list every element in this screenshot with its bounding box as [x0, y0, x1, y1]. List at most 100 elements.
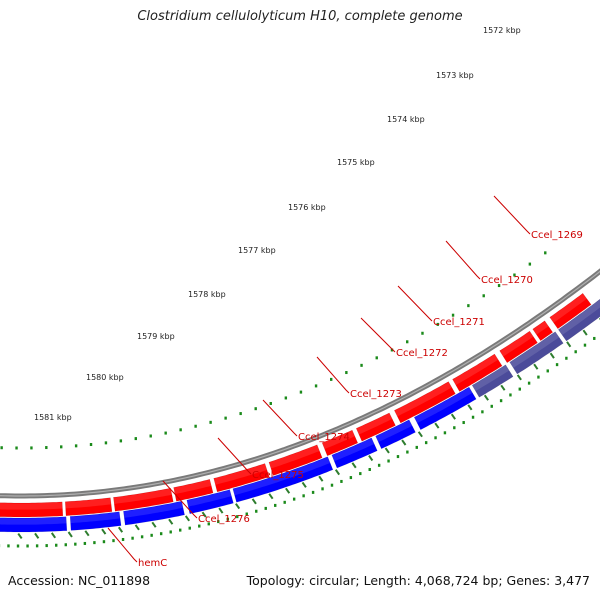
reverse-gene-shade [375, 420, 413, 443]
reverse-gene-shade [414, 387, 473, 424]
forward-gene-shade [499, 331, 534, 357]
reverse-gene-shade [331, 438, 375, 462]
reverse-strand-genes [0, 298, 600, 533]
tick-dot [89, 443, 93, 447]
tick-dot [311, 490, 315, 494]
forward-gene [499, 330, 538, 364]
gene-labels: Ccel_1269 Ccel_1270 Ccel_1271 Ccel_1272 Ccel… [138, 230, 583, 569]
reverse-gene [69, 511, 122, 531]
forward-strand-genes [0, 292, 592, 518]
reverse-gene-shade [509, 331, 560, 368]
gene-tick [134, 524, 140, 531]
gene-tick [384, 447, 390, 454]
tick-dot [546, 369, 549, 373]
tick-dot [7, 544, 10, 548]
tick-dot [360, 363, 363, 367]
gene-leader-line [107, 527, 138, 563]
reverse-gene [413, 386, 477, 431]
gene-tick [67, 531, 73, 538]
reverse-gene-shade [123, 501, 184, 518]
map-title: Clostridium cellulolyticum H10, complete… [137, 9, 463, 24]
gene-tick [17, 532, 23, 540]
forward-gene [532, 320, 554, 342]
tick-dot [264, 506, 267, 510]
forward-gene [173, 478, 214, 502]
forward-gene-shade [113, 488, 172, 504]
gene-leader-line [397, 285, 433, 322]
tick-dot [330, 377, 333, 381]
tick-dot [583, 343, 587, 347]
tick-dot [499, 399, 503, 403]
gene-tick [50, 532, 57, 539]
inner-tick-dots [0, 336, 596, 548]
scale-tick-label: 1572 kbp [483, 26, 521, 35]
scale-tick-label: 1581 kbp [34, 413, 72, 422]
scale-tick-label: 1578 kbp [188, 290, 226, 299]
tick-dot [299, 390, 303, 394]
gene-label-ccel-1269: Ccel_1269 [531, 230, 583, 241]
gene-tick [533, 363, 539, 370]
tick-dot [134, 437, 137, 441]
tick-dot [481, 410, 484, 414]
tick-dot [368, 468, 371, 472]
gene-tick [566, 341, 572, 348]
tick-dot [396, 455, 400, 459]
gene-leader-line [162, 480, 198, 519]
gene-tick [483, 394, 489, 401]
forward-gene [0, 501, 64, 518]
forward-gene-shade [549, 293, 587, 323]
tick-dot [471, 415, 475, 419]
tick-dot [274, 503, 277, 507]
reverse-gene [186, 489, 234, 515]
forward-gene-shade [0, 502, 63, 510]
tick-dot [45, 544, 48, 548]
gene-tick [417, 431, 423, 438]
tick-dot [424, 441, 428, 445]
tick-dot [462, 421, 465, 425]
tick-dot [112, 539, 115, 543]
scale-tick-label: 1573 kbp [436, 71, 474, 80]
backbone-highlight [0, 270, 600, 497]
forward-gene-shade [173, 479, 212, 495]
tick-dot [387, 459, 390, 463]
tick-dot [74, 542, 77, 546]
forward-gene [321, 429, 359, 457]
forward-gene [64, 497, 113, 516]
tick-dot [434, 436, 437, 440]
gene-tick [516, 374, 522, 381]
gene-tick [582, 329, 588, 336]
tick-dot [15, 446, 18, 450]
tick-dot [245, 512, 248, 516]
tick-dot [121, 537, 125, 541]
tick-dot [236, 515, 239, 519]
forward-gene [355, 412, 396, 442]
gene-tick [549, 352, 555, 359]
reverse-gene [509, 331, 564, 375]
gene-leader-line [360, 317, 396, 353]
tick-dot [453, 426, 456, 430]
tick-dot [284, 396, 288, 400]
tick-dot [150, 533, 153, 537]
tick-dot [544, 251, 547, 255]
scale-tick-label: 1575 kbp [337, 158, 375, 167]
gene-tick-marks [17, 317, 600, 540]
tick-dot [375, 356, 378, 360]
tick-dot [30, 446, 33, 450]
tick-dot [119, 439, 123, 443]
reverse-gene [0, 516, 68, 533]
tick-dot [207, 522, 210, 526]
forward-gene [549, 292, 592, 330]
reverse-gene-shade [70, 512, 121, 524]
tick-dot [169, 530, 172, 534]
tick-dot [194, 424, 197, 428]
accession-label: Accession: NC_011898 [8, 573, 151, 588]
scale-tick-label: 1574 kbp [387, 115, 425, 124]
gene-tick [467, 404, 473, 411]
tick-dot [537, 375, 540, 379]
scale-tick-label: 1577 kbp [238, 246, 276, 255]
tick-dot [226, 517, 229, 521]
tick-dot [188, 526, 191, 530]
forward-gene-shade [452, 354, 499, 386]
reverse-gene [232, 456, 334, 503]
